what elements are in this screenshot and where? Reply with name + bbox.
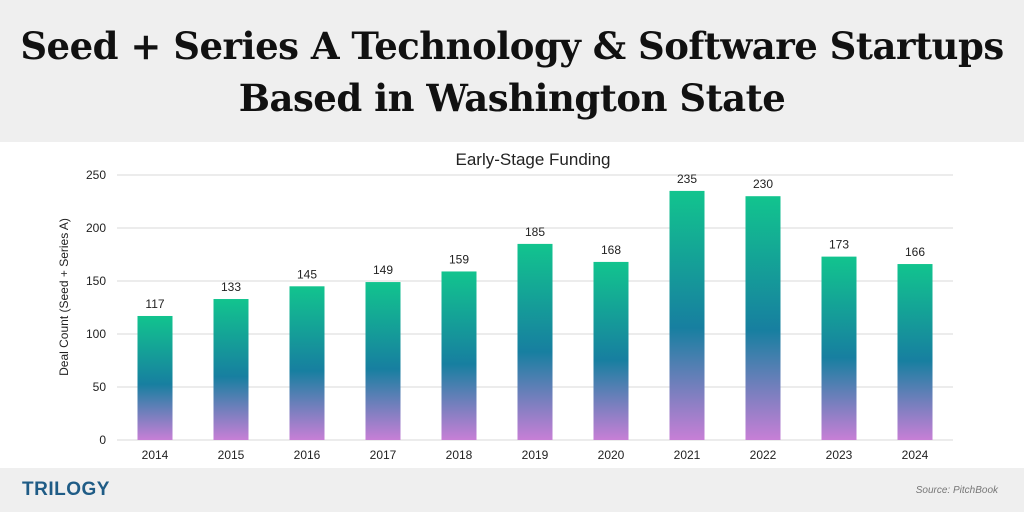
source-note: Source: PitchBook — [915, 485, 998, 496]
chart-title: Early-Stage Funding — [456, 150, 611, 169]
data-label-2020: 168 — [601, 243, 621, 257]
bar-2017 — [365, 282, 401, 440]
x-tick-label: 2017 — [370, 448, 397, 462]
data-label-2018: 159 — [449, 252, 469, 266]
x-tick-label: 2021 — [674, 448, 701, 462]
bar-2024 — [897, 264, 933, 440]
footer-bar: TRILOGY Source: PitchBook — [0, 468, 1024, 512]
x-tick-label: 2014 — [142, 448, 169, 462]
x-tick-label: 2022 — [750, 448, 777, 462]
data-label-2023: 173 — [829, 238, 849, 252]
data-label-2019: 185 — [525, 225, 545, 239]
y-tick-label: 50 — [93, 380, 107, 394]
data-label-2022: 230 — [753, 177, 773, 191]
data-label-2014: 117 — [145, 297, 164, 311]
y-axis-label: Deal Count (Seed + Series A) — [57, 218, 71, 376]
bar-2019 — [517, 243, 553, 440]
y-tick-label: 250 — [86, 168, 106, 182]
y-tick-label: 0 — [99, 433, 106, 447]
bar-2016 — [289, 286, 325, 440]
bar-2023 — [821, 256, 857, 440]
bar-2018 — [441, 271, 477, 440]
data-label-2024: 166 — [905, 245, 925, 259]
page-title-line-2: Based in Washington State — [238, 76, 786, 120]
data-label-2015: 133 — [221, 280, 241, 294]
bar-2020 — [593, 261, 629, 440]
header-banner: Seed + Series A Technology & Software St… — [0, 0, 1024, 142]
x-tick-label: 2019 — [522, 448, 549, 462]
bar-2014 — [137, 315, 173, 440]
y-tick-label: 100 — [86, 327, 106, 341]
page-title-line-1: Seed + Series A Technology & Software St… — [20, 24, 1004, 68]
x-tick-label: 2020 — [598, 448, 625, 462]
bar-chart: Early-Stage Funding Deal Count (Seed + S… — [57, 150, 953, 462]
x-tick-label: 2018 — [446, 448, 473, 462]
brand-logo: TRILOGY — [22, 479, 110, 500]
y-tick-label: 200 — [86, 221, 106, 235]
data-label-2016: 145 — [297, 267, 317, 281]
data-label-2021: 235 — [677, 172, 697, 186]
bar-2021 — [669, 190, 705, 440]
y-tick-label: 150 — [86, 274, 106, 288]
bar-2015 — [213, 299, 249, 440]
data-label-2017: 149 — [373, 263, 393, 277]
bar-2022 — [745, 196, 781, 440]
x-tick-label: 2015 — [218, 448, 245, 462]
x-tick-label: 2024 — [902, 448, 929, 462]
x-tick-label: 2016 — [294, 448, 321, 462]
x-tick-label: 2023 — [826, 448, 853, 462]
chart-area: Early-Stage Funding Deal Count (Seed + S… — [0, 142, 1024, 468]
